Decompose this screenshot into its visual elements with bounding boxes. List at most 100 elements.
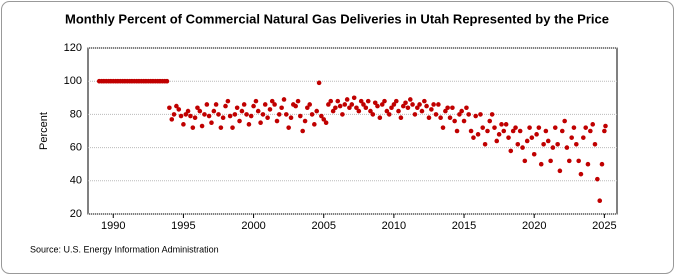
y-tick-label: 100 xyxy=(64,75,82,87)
point xyxy=(436,102,441,107)
point xyxy=(557,168,563,174)
point xyxy=(276,112,282,117)
point xyxy=(337,103,343,109)
point xyxy=(328,98,334,104)
point xyxy=(386,112,392,117)
point xyxy=(517,128,523,134)
point xyxy=(265,115,270,121)
point xyxy=(258,120,263,125)
point xyxy=(209,120,214,125)
point xyxy=(585,161,591,167)
point xyxy=(358,98,364,104)
point xyxy=(527,125,532,130)
point xyxy=(351,95,357,101)
point xyxy=(377,115,383,121)
point xyxy=(300,128,305,134)
point xyxy=(253,98,259,104)
point xyxy=(234,105,240,111)
point xyxy=(321,117,327,122)
point xyxy=(566,158,572,164)
point xyxy=(202,112,207,117)
y-tick-label: 60 xyxy=(70,142,82,154)
point xyxy=(569,135,574,140)
point xyxy=(347,105,352,111)
point xyxy=(255,108,261,114)
point xyxy=(555,141,560,147)
point xyxy=(471,135,476,140)
point xyxy=(415,105,420,111)
point xyxy=(590,122,596,127)
point xyxy=(248,113,254,119)
point xyxy=(251,103,256,109)
point xyxy=(506,135,511,140)
point xyxy=(536,125,542,130)
point xyxy=(543,128,549,134)
point xyxy=(581,135,586,140)
point xyxy=(452,118,457,124)
point xyxy=(496,132,502,137)
point xyxy=(564,145,570,150)
point xyxy=(188,113,193,119)
point xyxy=(574,141,579,147)
point xyxy=(361,102,366,107)
point xyxy=(267,107,273,112)
point xyxy=(473,113,478,119)
point xyxy=(508,148,514,154)
point xyxy=(494,138,500,144)
point xyxy=(295,98,301,104)
point xyxy=(286,125,291,130)
y-tick-label: 20 xyxy=(70,208,82,220)
point xyxy=(178,113,184,119)
point xyxy=(239,108,245,114)
point xyxy=(307,102,313,107)
point xyxy=(396,108,401,114)
point xyxy=(349,102,355,107)
point xyxy=(424,103,429,109)
point xyxy=(195,105,200,111)
point xyxy=(515,141,521,147)
point xyxy=(408,97,413,102)
point xyxy=(375,103,380,109)
point xyxy=(464,105,469,111)
point xyxy=(356,108,362,114)
point xyxy=(482,141,488,147)
x-tick-label: 1995 xyxy=(171,220,195,232)
chart-title: Monthly Percent of Commercial Natural Ga… xyxy=(65,11,609,26)
point xyxy=(559,128,565,134)
point xyxy=(603,123,608,129)
point xyxy=(283,112,289,117)
point xyxy=(244,112,249,117)
point xyxy=(232,112,238,117)
point xyxy=(405,105,411,111)
point xyxy=(393,98,399,104)
point xyxy=(602,128,607,134)
point xyxy=(466,112,471,117)
point xyxy=(595,176,600,182)
point xyxy=(417,102,422,107)
x-tick-label: 2020 xyxy=(522,220,546,232)
point xyxy=(326,102,331,107)
source: Source: U.S. Energy Information Administ… xyxy=(30,244,219,254)
point xyxy=(183,112,189,117)
point xyxy=(489,112,495,117)
point xyxy=(218,125,224,130)
point xyxy=(529,135,535,140)
y-tick-label: 120 xyxy=(64,42,82,54)
point xyxy=(379,102,385,107)
point xyxy=(522,158,528,164)
point xyxy=(333,105,338,111)
point xyxy=(272,102,277,107)
point xyxy=(492,125,497,130)
point xyxy=(510,128,516,134)
point xyxy=(475,132,481,137)
point xyxy=(531,151,537,157)
point xyxy=(478,112,483,117)
point xyxy=(365,98,371,104)
point xyxy=(319,113,324,119)
point xyxy=(190,125,196,130)
point xyxy=(323,120,329,125)
point xyxy=(461,118,467,124)
point xyxy=(431,102,436,107)
point xyxy=(171,112,177,117)
point xyxy=(197,108,203,114)
